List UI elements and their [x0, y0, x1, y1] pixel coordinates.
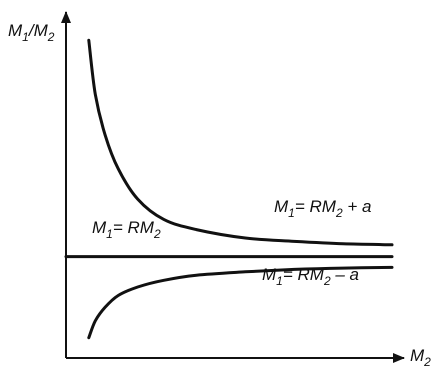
series-label-lower: M1= RM2 – a: [262, 265, 359, 288]
series-label-middle: M1= RM2: [92, 218, 161, 241]
x-axis-label: M2: [410, 346, 431, 369]
series-label-upper: M1= RM2 + a: [274, 197, 371, 220]
series-line-upper: [87, 38, 394, 247]
y-axis-label: M1/M2: [8, 21, 55, 44]
series-line-lower: [87, 265, 394, 340]
